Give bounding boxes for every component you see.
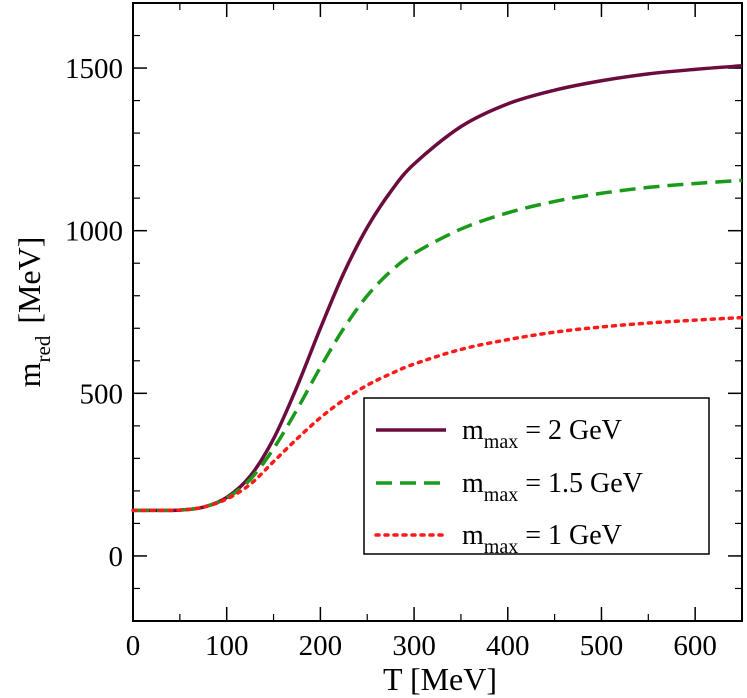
x-tick-label: 0 [126,630,141,662]
legend-label-3: mmax = 1 GeV [462,520,622,558]
series-lines [131,64,744,513]
legend-box [363,397,710,555]
legend-label-1: mmax = 2 GeV [462,415,622,453]
y-tick-label: 1500 [65,53,123,85]
y-axis-title: mred [MeV] [11,237,55,388]
y-axis-title-main: m [11,362,47,387]
tick-labels: 0 100 200 300 400 500 600 0 500 1000 1500 [65,53,717,662]
y-axis-title-unit: [MeV] [11,237,47,324]
series-line-3 [131,315,744,513]
legend-label-2: mmax = 1.5 GeV [462,468,643,506]
y-tick-label: 0 [109,541,124,573]
x-tick-label: 400 [486,630,530,662]
x-axis-title: T [MeV] [383,661,497,697]
x-tick-label: 100 [205,630,249,662]
plot-frame [132,2,743,622]
svg-text:mred[MeV]: mred [MeV] [11,237,55,388]
x-tick-label: 500 [580,630,624,662]
x-tick-label: 600 [673,630,717,662]
x-tick-label: 200 [299,630,343,662]
axis-ticks [132,3,742,621]
y-axis-title-sub: red [31,335,55,362]
x-tick-label: 300 [392,630,436,662]
y-tick-label: 1000 [65,216,123,248]
y-tick-label: 500 [80,378,124,410]
legend: mmax = 2 GeV mmax = 1.5 GeV mmax = 1 GeV [363,397,710,558]
